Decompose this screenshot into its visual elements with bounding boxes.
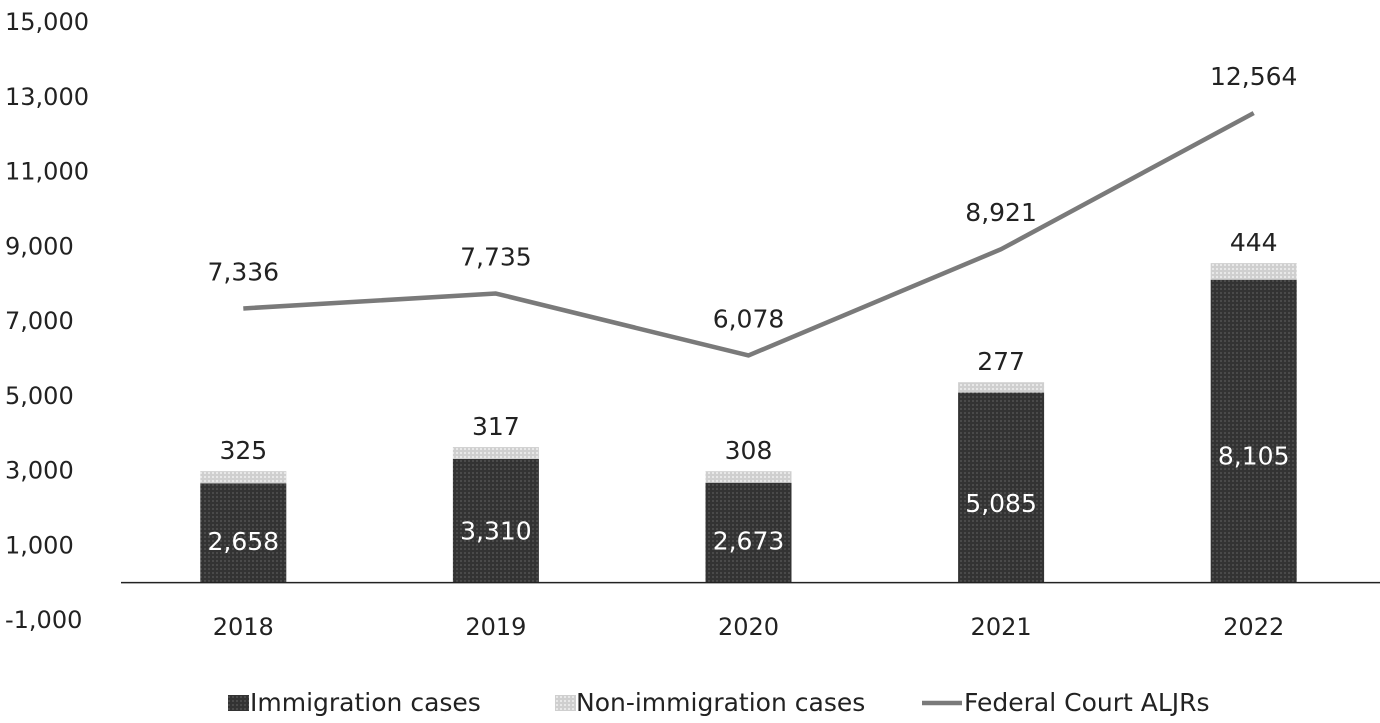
y-tick-label: 13,000: [5, 83, 89, 111]
immigration-bar: [1210, 279, 1297, 583]
non-immigration-bar: [705, 471, 792, 483]
immigration-bar: [200, 483, 287, 583]
legend-immigration-label: Immigration cases: [250, 688, 481, 717]
non-immigration-bar: [200, 471, 287, 484]
aljr-value-label: 6,078: [713, 304, 785, 333]
aljr-value-label: 12,564: [1210, 62, 1297, 91]
non-immigration-bar: [452, 447, 539, 459]
data-labels: 2,658 325 7,336 3,310 317 7,735 2,673 308 6,078 5…: [208, 62, 1298, 556]
federal-court-aljrs-line: [243, 111, 1255, 358]
aljr-value-label: 7,735: [460, 243, 532, 272]
immigration-value-label: 2,658: [208, 527, 280, 556]
legend-aljr-label: Federal Court ALJRs: [964, 688, 1210, 717]
immigration-value-label: 5,085: [965, 489, 1037, 518]
non-immigration-value-label: 325: [219, 436, 267, 465]
bars: [200, 263, 1297, 583]
y-tick-label: 9,000: [5, 232, 74, 260]
x-tick-label: 2019: [465, 613, 526, 641]
legend-non-immigration-swatch: [555, 695, 576, 711]
x-tick-label: 2021: [971, 613, 1032, 641]
non-immigration-value-label: 444: [1230, 228, 1278, 257]
immigration-value-label: 3,310: [460, 517, 532, 546]
x-tick-label: 2022: [1223, 613, 1284, 641]
y-tick-label: 3,000: [5, 457, 74, 485]
y-tick-label: 11,000: [5, 158, 89, 186]
y-tick-label: 15,000: [5, 8, 89, 36]
immigration-bar: [958, 392, 1045, 583]
y-axis: 15,000 13,000 11,000 9,000 7,000 5,000 3,000 1,…: [5, 8, 89, 634]
non-immigration-value-label: 277: [977, 347, 1025, 376]
legend: Immigration cases Non-immigration cases Fe…: [228, 688, 1210, 717]
non-immigration-value-label: 308: [725, 436, 773, 465]
x-axis: 2018 2019 2020 2021 2022: [213, 613, 1284, 641]
aljr-value-label: 8,921: [965, 198, 1037, 227]
y-tick-label: -1,000: [5, 606, 82, 634]
y-tick-label: 1,000: [5, 531, 74, 559]
y-tick-label: 7,000: [5, 307, 74, 335]
immigration-value-label: 2,673: [713, 527, 785, 556]
immigration-bar: [452, 458, 539, 583]
x-tick-label: 2020: [718, 613, 779, 641]
x-tick-label: 2018: [213, 613, 274, 641]
legend-immigration-swatch: [228, 695, 249, 711]
non-immigration-bar: [958, 382, 1045, 393]
aljr-value-label: 7,336: [208, 257, 280, 286]
immigration-bar: [705, 482, 792, 583]
non-immigration-value-label: 317: [472, 412, 520, 441]
immigration-value-label: 8,105: [1218, 441, 1290, 470]
legend-non-immigration-label: Non-immigration cases: [576, 688, 865, 717]
non-immigration-bar: [1210, 263, 1297, 280]
y-tick-label: 5,000: [5, 382, 74, 410]
